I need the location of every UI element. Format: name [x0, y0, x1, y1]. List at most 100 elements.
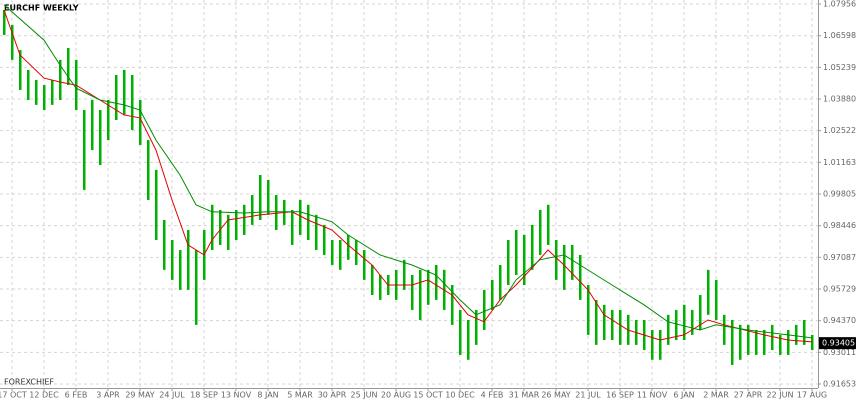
price-bar	[555, 240, 558, 280]
price-bar	[771, 324, 774, 351]
moving-average	[3, 9, 813, 343]
price-bar	[99, 109, 102, 165]
price-bar	[163, 219, 166, 270]
last-price-box	[819, 337, 856, 350]
price-bar	[579, 254, 582, 300]
price-bar	[331, 240, 334, 265]
price-bar	[27, 69, 30, 100]
price-bar	[363, 250, 366, 280]
price-bar	[91, 99, 94, 151]
price-bar	[123, 69, 126, 115]
price-bar	[659, 329, 662, 360]
price-bar	[715, 279, 718, 320]
price-bar	[299, 199, 302, 235]
y-tick-label: 1.01163	[823, 158, 856, 167]
x-tick-label: 5 MAR	[287, 391, 313, 400]
price-bar	[587, 284, 590, 335]
x-tick-label: 22 JUN	[767, 391, 794, 400]
price-bar	[403, 259, 406, 290]
price-bar	[43, 85, 46, 110]
x-tick-label: 11 NOV	[637, 391, 668, 400]
price-bar	[499, 264, 502, 300]
price-bar	[803, 319, 806, 345]
x-tick-label: 20 AUG	[381, 391, 411, 400]
price-bar	[171, 240, 174, 280]
watermark: FOREXCHIEF	[4, 378, 54, 387]
chart-title: EURCHF WEEKLY	[4, 4, 79, 13]
price-bar	[739, 324, 742, 360]
price-bar	[435, 264, 438, 300]
price-bar	[811, 334, 814, 351]
price-bar	[427, 269, 430, 305]
price-bar	[795, 324, 798, 345]
price-bar	[507, 240, 510, 285]
y-tick-label: 1.03880	[823, 95, 856, 104]
x-tick-label: 26 MAY	[541, 391, 570, 400]
x-tick-label: 31 MAR	[509, 391, 540, 400]
y-tick-label: 0.99805	[823, 190, 856, 199]
price-bar	[315, 214, 318, 251]
price-bar	[371, 264, 374, 296]
price-bar	[59, 59, 62, 100]
price-bar	[563, 244, 566, 290]
price-bar	[339, 240, 342, 270]
price-bar	[219, 209, 222, 245]
price-bar	[275, 195, 278, 231]
price-bar	[307, 204, 310, 241]
price-bar	[731, 319, 734, 365]
price-bar	[267, 179, 270, 215]
x-tick-label: 10 DEC	[445, 391, 475, 400]
price-bar	[347, 234, 350, 260]
price-bar	[147, 140, 150, 200]
price-bar	[291, 209, 294, 245]
x-tick-label: 29 MAY	[125, 391, 154, 400]
price-bar	[571, 244, 574, 280]
y-tick-label: 0.93011	[823, 348, 856, 357]
y-tick-label: 0.97087	[823, 253, 856, 262]
price-bar	[723, 314, 726, 345]
price-bar	[235, 209, 238, 241]
x-tick-label: 6 FEB	[65, 391, 88, 400]
price-bar	[19, 50, 22, 90]
x-tick-label: 4 FEB	[481, 391, 504, 400]
price-bar	[411, 274, 414, 310]
price-bar	[179, 250, 182, 290]
price-bar	[691, 309, 694, 335]
price-bar	[683, 304, 686, 340]
y-tick-label: 0.98446	[823, 221, 856, 230]
price-bar	[243, 204, 246, 235]
x-tick-label: 13 NOV	[221, 391, 252, 400]
x-tick-label: 3 APR	[96, 391, 120, 400]
price-bar	[667, 314, 670, 345]
price-bar	[547, 204, 550, 245]
y-tick-label: 0.91653	[823, 379, 856, 388]
price-bar	[539, 209, 542, 255]
price-bar	[483, 289, 486, 330]
price-bar	[187, 230, 190, 290]
price-bar	[619, 309, 622, 345]
price-bar	[155, 169, 158, 241]
price-bar	[467, 319, 470, 360]
price-bar	[259, 175, 262, 220]
price-bar	[475, 309, 478, 345]
price-bar	[355, 240, 358, 265]
price-bar	[523, 234, 526, 285]
price-bar	[755, 329, 758, 355]
price-bar	[195, 250, 198, 325]
last-price-label: 0.93405	[822, 339, 855, 348]
x-tick-label: 12 DEC	[29, 391, 59, 400]
price-bar	[451, 284, 454, 325]
price-bar	[651, 329, 654, 360]
price-bar	[459, 309, 462, 355]
price-bar	[611, 309, 614, 340]
price-bar	[35, 79, 38, 105]
price-bar	[11, 24, 14, 60]
price-bar	[419, 269, 422, 320]
x-tick-label: 6 JAN	[673, 391, 694, 400]
price-bar	[139, 99, 142, 145]
x-tick-label: 18 SEP	[190, 391, 218, 400]
x-tick-label: 17 OCT	[0, 391, 27, 400]
price-bar	[3, 10, 6, 35]
x-tick-label: 25 JUN	[351, 391, 378, 400]
